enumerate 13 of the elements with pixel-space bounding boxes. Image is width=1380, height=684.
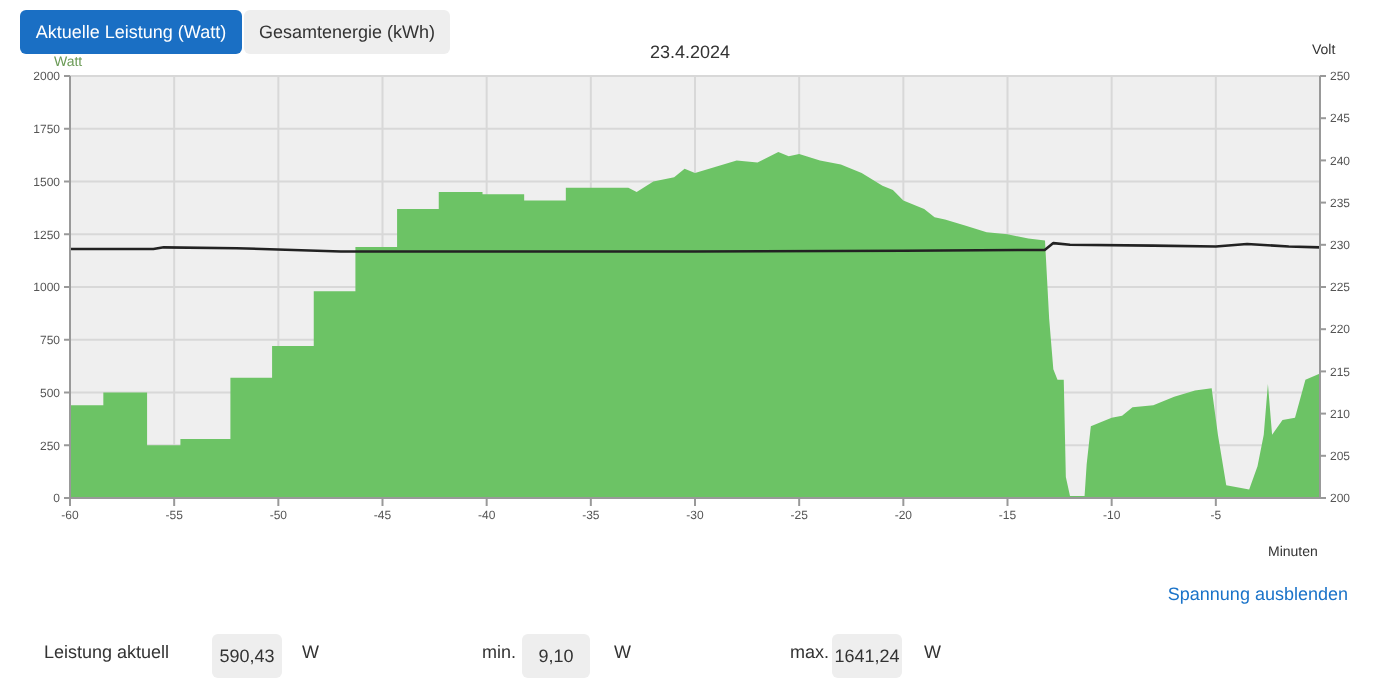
text: Spannung ausblenden <box>1167 584 1348 604</box>
text: Leistung aktuell <box>44 640 170 664</box>
text: 1641,24 <box>832 634 902 678</box>
text: max. <box>790 640 830 664</box>
text: min. <box>482 640 517 664</box>
text: Gesamtenergie (kWh) <box>244 10 450 54</box>
text: W <box>302 640 319 664</box>
text: 590,43 <box>212 634 282 678</box>
text: 9,10 <box>522 634 590 678</box>
text: W <box>614 640 631 664</box>
chart-title: 23.4.2024 <box>649 42 731 62</box>
text: Aktuelle Leistung (Watt) <box>20 10 242 54</box>
text: W <box>924 640 941 664</box>
